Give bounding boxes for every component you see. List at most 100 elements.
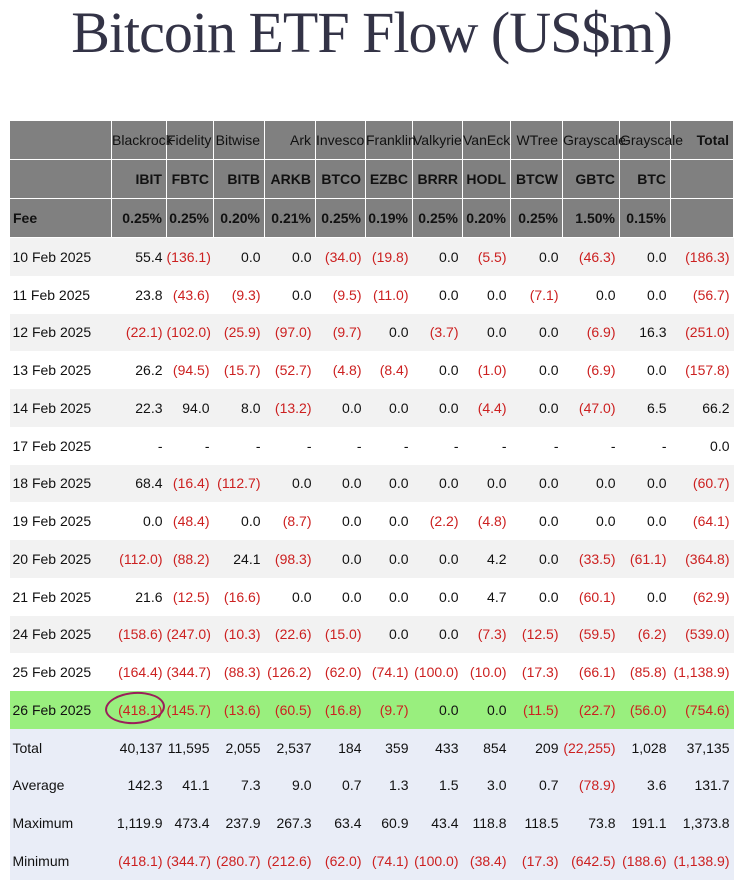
row-total-cell: (186.3) (670, 237, 734, 276)
flow-cell: (10.0) (462, 653, 511, 691)
summary-cell: 1,119.9 (111, 804, 167, 842)
flow-cell: 0.0 (619, 502, 671, 540)
ticker-header: FBTC (166, 159, 214, 199)
summary-total-cell: 131.7 (670, 766, 734, 805)
date-cell: 14 Feb 2025 (9, 389, 112, 427)
flow-cell: 0.0 (412, 540, 463, 578)
summary-total-cell: (1,138.9) (670, 842, 734, 880)
flow-cell: - (213, 426, 265, 465)
flow-cell: (112.7) (213, 464, 265, 503)
flow-cell: (98.3) (264, 540, 316, 578)
header-ticker-row: IBIT FBTC BITB ARKB BTCO EZBC BRRR HODL BTCW GBTC… (9, 159, 734, 199)
total-header: Total (670, 120, 734, 160)
flow-cell: (11.5) (510, 691, 563, 729)
flow-cell: (19.8) (365, 237, 413, 276)
table-row: 24 Feb 2025 (158.6) (247.0) (10.3) (22.6) (15… (9, 615, 734, 654)
flow-cell: 0.0 (462, 313, 511, 352)
summary-cell: (78.9) (562, 766, 620, 805)
flow-cell: 0.0 (315, 389, 366, 427)
date-cell: 19 Feb 2025 (9, 502, 112, 540)
flow-cell: 0.0 (510, 464, 563, 503)
flow-cell: (16.8) (315, 691, 366, 729)
summary-cell: 60.9 (365, 804, 413, 842)
flow-cell: 0.0 (365, 313, 413, 352)
flow-cell: - (166, 426, 214, 465)
summary-cell: 1.5 (412, 766, 463, 805)
flow-cell: (88.2) (166, 540, 214, 578)
ticker-header: BTCO (315, 159, 366, 199)
summary-cell: 3.0 (462, 766, 511, 805)
flow-cell: (112.0) (111, 540, 167, 578)
table-row: 21 Feb 2025 21.6 (12.5) (16.6) 0.0 0.0 0.0 0.0 4… (9, 577, 734, 616)
flow-cell: 0.0 (412, 389, 463, 427)
row-total-cell: (60.7) (670, 464, 734, 503)
summary-cell: 118.8 (462, 804, 511, 842)
flow-cell: (85.8) (619, 653, 671, 691)
flow-cell: (164.4) (111, 653, 167, 691)
flow-cell: 0.0 (619, 464, 671, 503)
flow-cell: 0.0 (264, 237, 316, 276)
summary-row: Maximum 1,119.9 473.4 237.9 267.3 63.4 60.9 43.… (9, 804, 734, 842)
flow-cell: (9.3) (213, 275, 265, 314)
summary-cell: 2,537 (264, 728, 316, 767)
issuer-header: Grayscale (562, 120, 626, 160)
page-title: Bitcoin ETF Flow (US$m) (71, 0, 673, 65)
ticker-header: BRRR (412, 159, 463, 199)
flow-cell: 0.0 (213, 237, 265, 276)
table-row: 20 Feb 2025 (112.0) (88.2) 24.1 (98.3) 0.0 0.0… (9, 540, 734, 578)
flow-cell: (15.7) (213, 351, 265, 389)
fee-cell: 0.21% (264, 198, 316, 238)
header-blank (670, 159, 734, 199)
flow-cell: (10.3) (213, 615, 265, 654)
fee-label: Fee (9, 198, 112, 238)
flow-cell: 0.0 (315, 577, 366, 616)
summary-cell: (38.4) (462, 842, 511, 880)
flow-cell: (136.1) (166, 237, 214, 276)
flow-cell: (3.7) (412, 313, 463, 352)
flow-cell: 0.0 (264, 577, 316, 616)
summary-cell: 854 (462, 728, 511, 767)
flow-cell: 0.0 (562, 275, 620, 314)
flow-cell: 0.0 (562, 464, 620, 503)
flow-cell: 0.0 (462, 464, 511, 503)
flow-cell: 0.0 (510, 389, 563, 427)
summary-cell: 2,055 (213, 728, 265, 767)
header-corner (9, 159, 112, 199)
flow-cell: - (619, 426, 671, 465)
ticker-header: BITB (213, 159, 265, 199)
flow-cell: (17.3) (510, 653, 563, 691)
date-cell: 25 Feb 2025 (9, 653, 112, 691)
flow-cell: (47.0) (562, 389, 620, 427)
summary-row: Minimum (418.1) (344.7) (280.7) (212.6) (62.0… (9, 842, 734, 880)
ticker-header: GBTC (562, 159, 620, 199)
flow-cell: (15.0) (315, 615, 366, 654)
flow-cell: (25.9) (213, 313, 265, 352)
fee-cell: 0.25% (111, 198, 167, 238)
etf-flow-table: Blackrock Fidelity Bitwise Ark Invesco Frankl… (9, 120, 734, 880)
date-cell: 13 Feb 2025 (9, 351, 112, 389)
summary-label: Minimum (9, 842, 112, 880)
flow-cell: (66.1) (562, 653, 620, 691)
flow-cell: (6.2) (619, 615, 671, 654)
flow-cell: 0.0 (510, 313, 563, 352)
flow-cell: 0.0 (510, 237, 563, 276)
highlighted-row: 26 Feb 2025 (418.1) (145.7) (13.6) (60.5) (16… (9, 691, 734, 729)
flow-cell: 0.0 (315, 464, 366, 503)
summary-cell: 1,028 (619, 728, 671, 767)
flow-cell: (88.3) (213, 653, 265, 691)
flow-cell: 0.0 (412, 691, 463, 729)
summary-cell: 63.4 (315, 804, 366, 842)
flow-cell: 0.0 (510, 577, 563, 616)
flow-cell: 0.0 (619, 351, 671, 389)
row-total-cell: (157.8) (670, 351, 734, 389)
flow-cell: 26.2 (111, 351, 167, 389)
row-total-cell: (1,138.9) (670, 653, 734, 691)
summary-cell: 3.6 (619, 766, 671, 805)
flow-cell: (11.0) (365, 275, 413, 314)
flow-cell: 0.0 (412, 275, 463, 314)
flow-cell: (7.1) (510, 275, 563, 314)
flow-cell: 0.0 (365, 389, 413, 427)
flow-cell: 0.0 (619, 237, 671, 276)
summary-cell: 237.9 (213, 804, 265, 842)
flow-cell: (8.4) (365, 351, 413, 389)
